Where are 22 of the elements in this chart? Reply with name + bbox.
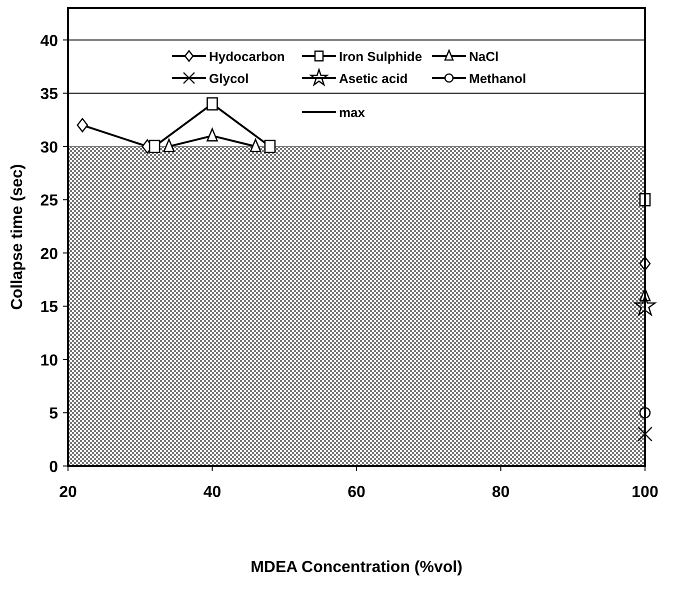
y-axis-title: Collapse time (sec): [9, 164, 26, 310]
y-tick-label: 30: [40, 139, 58, 156]
x-axis-title: MDEA Concentration (%vol): [250, 559, 462, 576]
legend-label: Methanol: [469, 71, 526, 86]
x-tick-label: 100: [632, 484, 658, 501]
y-tick-label: 25: [40, 192, 58, 210]
x-tick-label: 80: [492, 484, 510, 501]
y-tick-label: 15: [40, 299, 58, 316]
x-tick-label: 40: [203, 484, 222, 501]
y-tick-label: 20: [40, 246, 58, 263]
x-tick-label: 60: [348, 484, 366, 501]
y-tick-label: 5: [49, 406, 58, 423]
legend-label: Iron Sulphide: [339, 49, 422, 64]
legend-label: Hydocarbon: [209, 49, 285, 64]
legend-label: max: [339, 105, 366, 120]
y-tick-label: 40: [40, 32, 58, 50]
y-tick-label: 35: [40, 86, 58, 104]
legend-label: NaCl: [469, 49, 499, 64]
legend-label: Asetic acid: [339, 71, 408, 86]
y-tick-label: 0: [49, 459, 58, 476]
legend-label: Glycol: [209, 71, 249, 86]
y-tick-label: 10: [40, 352, 58, 370]
